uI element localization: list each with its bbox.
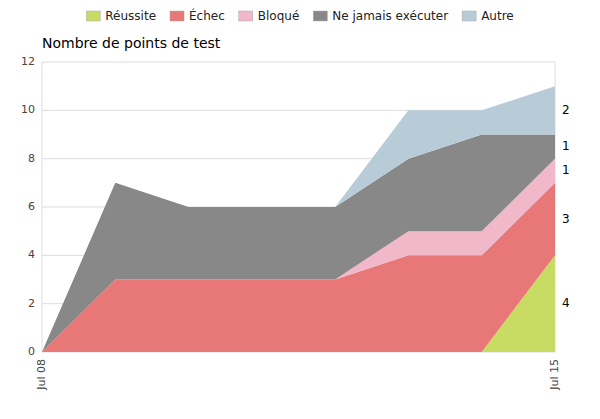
legend-label: Autre xyxy=(481,9,514,23)
legend-label: Échec xyxy=(189,8,225,23)
y-tick-label: 4 xyxy=(28,248,35,261)
grid xyxy=(42,62,555,352)
x-tick-label: Jul 08 xyxy=(35,359,48,391)
legend-swatch xyxy=(239,11,253,21)
title: Nombre de points de test xyxy=(42,35,221,51)
x-grid-line xyxy=(42,62,43,352)
legend-swatch xyxy=(170,11,184,21)
y-tick-label: 0 xyxy=(28,345,35,358)
areas xyxy=(42,86,555,352)
chart: 024681012Jul 08Jul 1543112Nombre de poin… xyxy=(0,0,600,419)
x-tick-label: Jul 15 xyxy=(548,359,561,391)
area-series xyxy=(42,135,555,353)
data-label: 1 xyxy=(562,163,570,177)
data-label: 3 xyxy=(562,212,570,226)
legend-label: Réussite xyxy=(105,9,156,23)
legend-label: Bloqué xyxy=(258,9,300,23)
data-label: 4 xyxy=(562,296,570,310)
legend-swatch xyxy=(313,11,327,21)
legend-label: Ne jamais exécuter xyxy=(332,9,448,23)
y-tick-label: 2 xyxy=(28,297,35,310)
y-grid-line xyxy=(42,62,555,63)
legend-swatch xyxy=(86,11,100,21)
y-tick-label: 12 xyxy=(21,55,35,68)
legend: Réussite Échec Bloqué Ne jamais exécuter Aut… xyxy=(86,8,513,23)
y-tick-label: 6 xyxy=(28,200,35,213)
data-label: 2 xyxy=(562,103,570,117)
data-labels: 4 3 1 1 2 xyxy=(562,103,570,310)
y-tick-label: 10 xyxy=(21,103,35,116)
axes: 0 2 4 6 8 10 12 Jul 08 Jul 15 xyxy=(21,55,561,391)
y-tick-label: 8 xyxy=(28,152,35,165)
data-label: 1 xyxy=(562,139,570,153)
area-series xyxy=(42,86,555,352)
legend-swatch xyxy=(462,11,476,21)
